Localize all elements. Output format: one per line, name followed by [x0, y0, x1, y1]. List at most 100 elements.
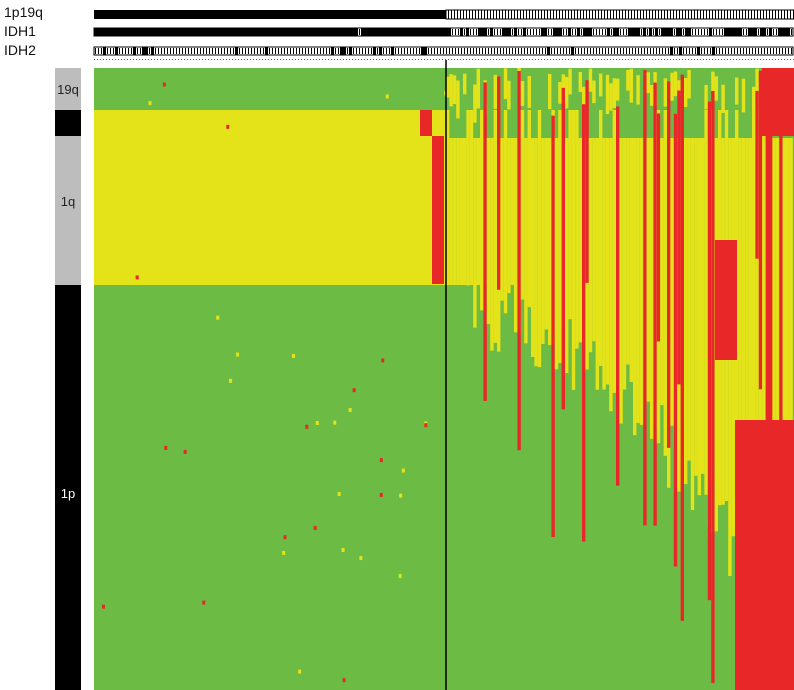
track-tick [485, 48, 486, 54]
track-dot [622, 59, 623, 60]
track-tick [643, 10, 644, 19]
track-tick [742, 10, 743, 19]
cell-gain-1q [541, 138, 545, 285]
track-tick [179, 48, 180, 54]
track-tick [182, 48, 183, 54]
track-cell [382, 28, 385, 36]
track-tick [368, 48, 369, 54]
track-tick [727, 10, 728, 19]
cell-gain-1q [565, 138, 569, 285]
track-cell [181, 28, 184, 36]
track-cell [322, 28, 325, 36]
cell-gain-19q [629, 68, 633, 103]
track-cell [736, 28, 739, 36]
track-tick [484, 10, 485, 19]
track-dot [580, 59, 581, 60]
track-cell [424, 47, 427, 55]
track-cell [430, 28, 433, 36]
track-tick [122, 48, 123, 54]
track-cell [106, 28, 109, 36]
track-tick [761, 48, 762, 54]
track-dot [652, 59, 653, 60]
track-tick [602, 48, 603, 54]
track-cell [607, 28, 610, 36]
track-tick [401, 48, 402, 54]
track-tick [467, 48, 468, 54]
cell-gain-1p [524, 285, 528, 344]
cell-gain-1q [704, 110, 708, 285]
track-cell [784, 28, 787, 36]
track-dot [517, 59, 518, 60]
track-cell [349, 28, 352, 36]
track-tick [521, 29, 522, 35]
track-dot [406, 59, 407, 60]
track-tick [757, 10, 758, 19]
track-cell [712, 47, 715, 55]
track-dot [727, 59, 728, 60]
cell-gain-1q [459, 138, 463, 285]
track-dot [499, 59, 500, 60]
cell-loss [653, 82, 657, 526]
track-cell [433, 28, 436, 36]
track-tick [395, 48, 396, 54]
track-cell [571, 47, 574, 55]
cell-noise [385, 94, 389, 99]
track-dot [496, 59, 497, 60]
track-dot [529, 59, 530, 60]
track-tick [730, 10, 731, 19]
track-dot [721, 59, 722, 60]
track-tick [596, 29, 597, 35]
track-cell [184, 28, 187, 36]
track-tick [575, 48, 576, 54]
track-tick [317, 48, 318, 54]
cell-gain-1p [721, 285, 725, 505]
cell-gain-1q [701, 138, 705, 285]
track-dot [508, 59, 509, 60]
track-dot [472, 59, 473, 60]
track-dot [304, 59, 305, 60]
cell-gain-1p [497, 285, 501, 352]
track-cell [175, 28, 178, 36]
track-dot [703, 59, 704, 60]
track-tick [314, 48, 315, 54]
track-cell [133, 47, 136, 55]
track-tick [682, 10, 683, 19]
track-tick [365, 48, 366, 54]
cell-gain-1p [541, 285, 545, 344]
track-dot [514, 59, 515, 60]
track-tick [530, 48, 531, 54]
track-dot [112, 59, 113, 60]
cell-gain-1p [636, 285, 640, 424]
track-dot [709, 59, 710, 60]
track-tick [788, 48, 789, 54]
cell-gain-1p [714, 285, 718, 532]
track-dot [433, 59, 434, 60]
cell-gain-1p [701, 285, 705, 474]
track-tick [712, 10, 713, 19]
cell-gain-1p [660, 285, 664, 406]
track-tick [551, 29, 552, 35]
track-tick [656, 48, 657, 54]
track-tick [248, 48, 249, 54]
track-cell [142, 47, 145, 55]
track-dot [349, 59, 350, 60]
track-tick [580, 10, 581, 19]
track-dot [565, 59, 566, 60]
track-tick [592, 10, 593, 19]
track-dot [427, 59, 428, 60]
track-tick [407, 48, 408, 54]
track-cell [148, 28, 151, 36]
cell-noise [342, 678, 346, 683]
track-tick [530, 29, 531, 35]
track-tick [518, 48, 519, 54]
track-dot [388, 59, 389, 60]
track-tick [610, 10, 611, 19]
track-dot [361, 59, 362, 60]
cell-loss [420, 110, 432, 136]
cell-noise [298, 669, 302, 674]
track-cell [295, 28, 298, 36]
track-tick [787, 10, 788, 19]
track-cell [274, 28, 277, 36]
track-tick [664, 10, 665, 19]
track-tick [622, 10, 623, 19]
